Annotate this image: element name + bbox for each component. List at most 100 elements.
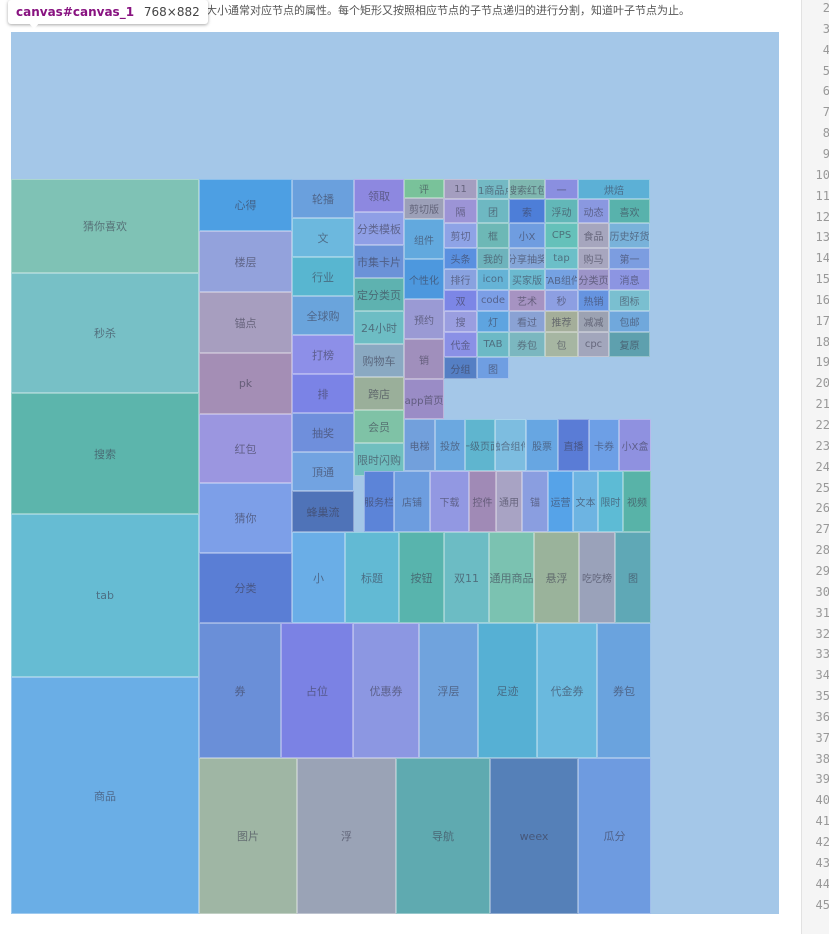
treemap-node[interactable]: 服务栏 <box>364 471 394 532</box>
treemap-node[interactable]: 购马 <box>578 248 609 269</box>
treemap-node[interactable]: 小 <box>292 532 345 623</box>
treemap-node[interactable]: 浮层 <box>419 623 478 758</box>
treemap-node[interactable]: 消息 <box>609 269 650 290</box>
treemap-canvas[interactable]: 猜你喜欢 秒杀 搜索 tab 商品 心得 楼层 锚点 pk 红包 猜你 分类 轮播文行业 全球购 打榜排抽奖… <box>11 32 779 914</box>
treemap-node[interactable]: 预约 <box>404 299 444 339</box>
treemap-node[interactable]: 行业 <box>292 257 354 296</box>
treemap-node[interactable]: 标题 <box>345 532 399 623</box>
treemap-node[interactable]: 瓜分 <box>578 758 651 914</box>
treemap-node[interactable]: code <box>477 290 509 311</box>
treemap-node[interactable]: 分类模板 <box>354 212 404 245</box>
treemap-node[interactable]: 团 <box>477 199 509 223</box>
treemap-node[interactable]: 券包 <box>597 623 651 758</box>
treemap-node[interactable]: CPS <box>545 223 578 248</box>
treemap-node[interactable]: 搜索 <box>11 393 199 514</box>
treemap-node[interactable]: 跨店 <box>354 377 404 410</box>
treemap-node[interactable]: 占位 <box>281 623 353 758</box>
treemap-node[interactable]: 全球购 <box>292 296 354 335</box>
treemap-node[interactable]: 复原 <box>609 332 650 357</box>
treemap-node[interactable]: 包 <box>545 332 578 357</box>
treemap-node[interactable]: 分享抽奖 <box>509 248 545 269</box>
treemap-node[interactable]: 动态 <box>578 199 609 223</box>
treemap-node[interactable]: 限时 <box>598 471 623 532</box>
treemap-node[interactable]: 直播 <box>558 419 589 471</box>
treemap-node[interactable]: cpc <box>578 332 609 357</box>
treemap-node[interactable]: 通用 <box>496 471 522 532</box>
treemap-node[interactable]: 投放 <box>435 419 465 471</box>
treemap-node[interactable]: 烘焙 <box>578 179 650 199</box>
treemap-node[interactable]: 食品 <box>578 223 609 248</box>
treemap-node[interactable]: 看过 <box>509 311 545 332</box>
treemap-node[interactable]: 分组 <box>444 357 477 379</box>
treemap-node[interactable]: 秒 <box>545 290 578 311</box>
treemap-node[interactable]: 秒杀 <box>11 273 199 393</box>
treemap-node[interactable]: 文 <box>292 218 354 257</box>
treemap-node[interactable]: 悬浮 <box>534 532 579 623</box>
treemap-node[interactable]: 券 <box>199 623 281 758</box>
treemap-node[interactable]: 楼层 <box>199 231 292 292</box>
treemap-node[interactable]: 24小时 <box>354 311 404 344</box>
treemap-node[interactable]: 图 <box>615 532 651 623</box>
treemap-node[interactable]: 搜 <box>444 311 477 332</box>
treemap-node[interactable]: 热销 <box>578 290 609 311</box>
treemap-node[interactable]: 买家版 <box>509 269 545 290</box>
treemap-node[interactable]: 一级页面 <box>465 419 495 471</box>
treemap-node[interactable]: 限时闪购 <box>354 443 404 476</box>
treemap-node[interactable]: 灯 <box>477 311 509 332</box>
treemap-node[interactable]: 下载 <box>430 471 469 532</box>
treemap-node[interactable]: TAB <box>477 332 509 357</box>
treemap-node[interactable]: 一 <box>545 179 578 199</box>
treemap-node[interactable]: 轮播 <box>292 179 354 218</box>
treemap-node[interactable]: 股票 <box>526 419 558 471</box>
treemap-node[interactable]: 索 <box>509 199 545 223</box>
treemap-node[interactable]: 喜欢 <box>609 199 650 223</box>
treemap-node[interactable]: 视频 <box>623 471 651 532</box>
treemap-node[interactable]: 代金 <box>444 332 477 357</box>
treemap-node[interactable]: 浮动 <box>545 199 578 223</box>
treemap-node[interactable]: 锚 <box>522 471 548 532</box>
treemap-node[interactable]: 11 <box>444 179 477 199</box>
treemap-node[interactable]: 控件 <box>469 471 496 532</box>
treemap-node[interactable]: 通用商品 <box>489 532 534 623</box>
treemap-node[interactable]: tab <box>11 514 199 677</box>
treemap-node[interactable]: 组件 <box>404 219 444 259</box>
treemap-node[interactable]: 分类 <box>199 553 292 623</box>
treemap-node[interactable]: 融合组件 <box>495 419 526 471</box>
treemap-node[interactable]: 定分类页 <box>354 278 404 311</box>
treemap-node[interactable]: 心得 <box>199 179 292 231</box>
treemap-node[interactable]: 剪切版 <box>404 198 444 219</box>
treemap-node[interactable]: 商品 <box>11 677 199 914</box>
treemap-node[interactable]: pk <box>199 353 292 414</box>
treemap-node[interactable]: 小X盒 <box>619 419 651 471</box>
treemap-node[interactable]: 小X <box>509 223 545 248</box>
treemap-node[interactable]: 打榜 <box>292 335 354 374</box>
treemap-node[interactable]: 蜂巢流 <box>292 491 354 532</box>
treemap-node[interactable]: 包邮 <box>609 311 650 332</box>
treemap-node[interactable]: 我的 <box>477 248 509 269</box>
treemap-node[interactable]: 图标 <box>609 290 650 311</box>
treemap-node[interactable]: 减减 <box>578 311 609 332</box>
treemap-node[interactable]: app首页 <box>404 379 444 419</box>
treemap-node[interactable]: 第一 <box>609 248 650 269</box>
treemap-node[interactable]: 锚点 <box>199 292 292 353</box>
treemap-node[interactable]: 电梯 <box>404 419 435 471</box>
treemap-node[interactable]: 框 <box>477 223 509 248</box>
treemap-node[interactable]: 市集卡片 <box>354 245 404 278</box>
treemap-node[interactable]: 浮 <box>297 758 396 914</box>
treemap-node[interactable]: 艺术 <box>509 290 545 311</box>
treemap-node[interactable]: 图片 <box>199 758 297 914</box>
treemap-node[interactable]: 推荐 <box>545 311 578 332</box>
treemap-node[interactable]: 隔 <box>444 199 477 223</box>
treemap-node[interactable]: 分类页 <box>578 269 609 290</box>
treemap-node[interactable]: 剪切 <box>444 223 477 248</box>
treemap-node[interactable]: weex <box>490 758 578 914</box>
treemap-node[interactable]: 足迹 <box>478 623 537 758</box>
treemap-node[interactable]: 双 <box>444 290 477 311</box>
treemap-node[interactable]: 双11商品点赞 <box>477 179 509 199</box>
treemap-node[interactable]: 历史好货 <box>609 223 650 248</box>
treemap-node[interactable]: 按钮 <box>399 532 444 623</box>
treemap-node[interactable]: 双11 <box>444 532 489 623</box>
treemap-node[interactable]: 红包 <box>199 414 292 483</box>
treemap-node[interactable]: 会员 <box>354 410 404 443</box>
treemap-node[interactable]: 代金券 <box>537 623 597 758</box>
